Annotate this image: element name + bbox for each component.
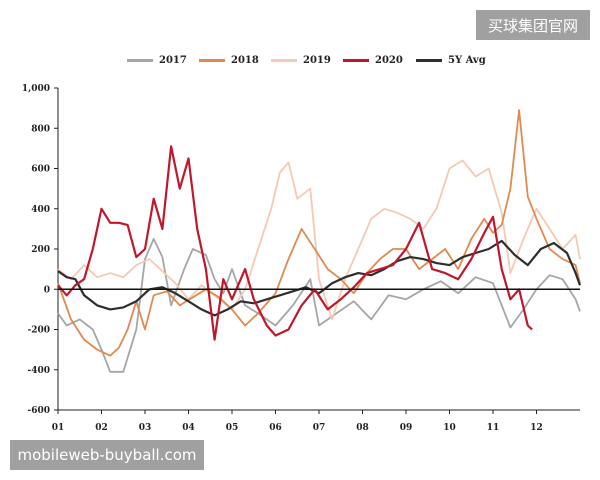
series-line-2017: [57, 238, 581, 373]
legend-item-2019: 2019: [271, 52, 331, 68]
y-tick-label: 0: [44, 285, 50, 295]
y-tick-label: -200: [27, 326, 50, 336]
y-tick-label: -600: [27, 406, 50, 416]
x-axis-ticks: 01 02 03 04 05 06 07 08 09 10 11 12: [52, 410, 543, 433]
x-tick-label: 01: [52, 423, 65, 433]
legend-swatch: [416, 58, 442, 62]
legend-item-5y-avg: 5Y Avg: [416, 52, 486, 68]
x-tick-label: 05: [226, 423, 239, 433]
legend-item-2017: 2017: [127, 52, 187, 68]
legend-label: 2017: [159, 54, 187, 66]
y-tick-label: 200: [31, 245, 50, 255]
watermark-top: 买球集团官网: [476, 10, 590, 40]
y-tick-label: 400: [31, 205, 50, 215]
y-axis-ticks: 1,000 800 600 400 200 0 -200 -400 -600: [22, 84, 58, 416]
legend-label: 2020: [375, 54, 403, 66]
y-tick-label: 800: [31, 124, 50, 134]
x-tick-label: 10: [443, 423, 456, 433]
axes: [57, 88, 580, 411]
y-tick-label: -400: [27, 366, 50, 376]
legend-swatch: [343, 58, 369, 62]
legend-swatch: [127, 58, 153, 62]
legend-item-2018: 2018: [199, 52, 259, 68]
series-line-2020: [57, 145, 533, 341]
series-line-2019: [57, 159, 581, 321]
legend-label: 2018: [231, 54, 259, 66]
y-tick-label: 1,000: [22, 84, 50, 94]
x-tick-label: 07: [313, 423, 326, 433]
legend-swatch: [199, 58, 225, 62]
watermark-bottom: mobileweb-buyball.com: [10, 440, 204, 470]
x-tick-label: 06: [269, 423, 282, 433]
x-tick-label: 04: [182, 423, 195, 433]
legend-item-2020: 2020: [343, 52, 403, 68]
x-tick-label: 02: [95, 423, 108, 433]
y-tick-label: 600: [31, 165, 50, 175]
x-tick-label: 08: [356, 423, 369, 433]
legend-label: 2019: [303, 54, 331, 66]
legend-swatch: [271, 58, 297, 62]
series-line-5y-avg: [57, 239, 582, 317]
series-layer: [57, 109, 582, 373]
series-line-2018: [57, 109, 581, 357]
x-tick-label: 09: [400, 423, 413, 433]
x-tick-label: 03: [139, 423, 152, 433]
x-tick-label: 12: [530, 423, 543, 433]
legend-label: 5Y Avg: [448, 54, 486, 66]
x-tick-label: 11: [487, 423, 500, 433]
